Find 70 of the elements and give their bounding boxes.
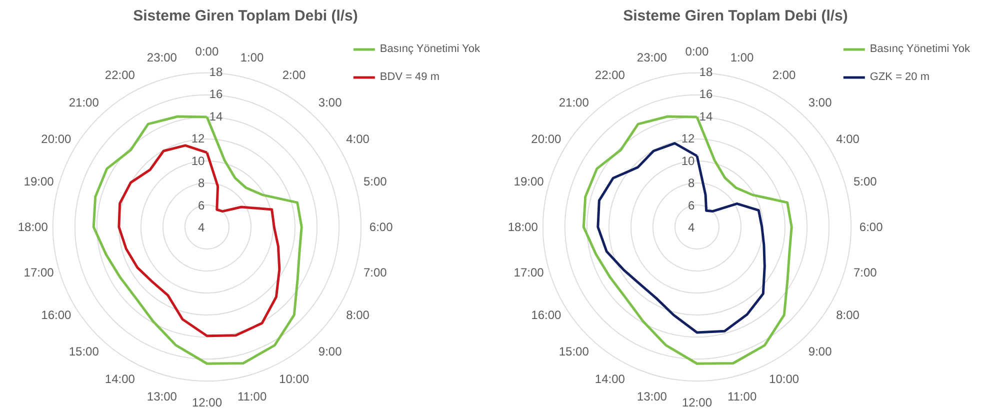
y-tick-label: 6 bbox=[198, 198, 205, 212]
y-tick-label: 14 bbox=[209, 109, 223, 124]
spoke-label: 12:00 bbox=[192, 396, 222, 410]
spoke-label: 6:00 bbox=[369, 220, 394, 234]
y-tick-label: 4 bbox=[688, 220, 695, 234]
chart-title: Sisteme Giren Toplam Debi (l/s) bbox=[133, 8, 358, 24]
spoke-label: 5:00 bbox=[363, 174, 388, 189]
spoke-label: 11:00 bbox=[727, 390, 757, 404]
spoke-label: 20:00 bbox=[41, 132, 72, 146]
spoke-label: 16:00 bbox=[41, 308, 72, 322]
y-tick-label: 16 bbox=[699, 87, 713, 102]
spoke-label: 9:00 bbox=[318, 344, 342, 358]
spoke-label: 9:00 bbox=[808, 344, 832, 358]
spoke-label: 3:00 bbox=[808, 96, 832, 110]
spoke-label: 4:00 bbox=[836, 132, 860, 146]
spoke-label: 0:00 bbox=[685, 44, 709, 58]
spoke-label: 8:00 bbox=[346, 308, 370, 322]
spoke-label: 11:00 bbox=[237, 390, 267, 404]
spoke-label: 19:00 bbox=[24, 174, 54, 189]
spoke-label: 0:00 bbox=[195, 44, 219, 58]
legend-label: Basınç Yönetimi Yok bbox=[380, 43, 480, 55]
y-tick-label: 10 bbox=[681, 154, 695, 168]
spoke-label: 1:00 bbox=[730, 50, 754, 64]
y-tick-label: 10 bbox=[191, 154, 205, 168]
spoke-label: 7:00 bbox=[363, 265, 388, 280]
spoke-label: 16:00 bbox=[531, 308, 562, 322]
spoke-label: 14:00 bbox=[594, 372, 626, 386]
y-tick-label: 16 bbox=[209, 87, 223, 102]
spoke-label: 6:00 bbox=[859, 220, 884, 234]
spoke-label: 15:00 bbox=[558, 344, 590, 358]
spoke-label: 5:00 bbox=[853, 174, 878, 189]
spoke-label: 7:00 bbox=[853, 265, 878, 280]
y-tick-label: 18 bbox=[699, 64, 713, 79]
y-tick-label: 12 bbox=[191, 132, 205, 146]
spoke-label: 18:00 bbox=[18, 220, 48, 234]
y-tick-label: 8 bbox=[688, 176, 695, 190]
legend-label: BDV = 49 m bbox=[380, 71, 440, 83]
y-tick-label: 18 bbox=[209, 64, 223, 79]
spoke-label: 23:00 bbox=[636, 50, 668, 64]
spoke-label: 19:00 bbox=[514, 174, 544, 189]
spoke-label: 2:00 bbox=[282, 68, 306, 82]
spoke-label: 18:00 bbox=[508, 220, 538, 234]
spoke-label: 8:00 bbox=[836, 308, 860, 322]
spoke-label: 13:00 bbox=[146, 390, 178, 404]
spoke-label: 10:00 bbox=[279, 372, 310, 386]
spoke-label: 3:00 bbox=[318, 96, 342, 110]
y-tick-label: 6 bbox=[688, 198, 695, 212]
spoke-label: 2:00 bbox=[772, 68, 796, 82]
y-tick-label: 14 bbox=[699, 109, 713, 124]
spoke-label: 13:00 bbox=[636, 390, 668, 404]
y-tick-label: 8 bbox=[198, 176, 205, 190]
spoke-label: 22:00 bbox=[594, 68, 626, 82]
legend-label: Basınç Yönetimi Yok bbox=[870, 43, 970, 55]
spoke-label: 20:00 bbox=[531, 132, 562, 146]
spoke-label: 12:00 bbox=[682, 396, 712, 410]
spoke-label: 23:00 bbox=[146, 50, 178, 64]
y-tick-label: 4 bbox=[198, 220, 205, 234]
legend-label: GZK = 20 m bbox=[870, 71, 930, 83]
spoke-label: 17:00 bbox=[24, 265, 54, 280]
spoke-label: 15:00 bbox=[68, 344, 100, 358]
y-tick-label: 12 bbox=[681, 132, 695, 146]
spoke-label: 21:00 bbox=[558, 96, 590, 110]
spoke-label: 17:00 bbox=[514, 265, 544, 280]
spoke-label: 10:00 bbox=[769, 372, 800, 386]
spoke-label: 14:00 bbox=[104, 372, 136, 386]
spoke-label: 22:00 bbox=[104, 68, 136, 82]
chart-title: Sisteme Giren Toplam Debi (l/s) bbox=[623, 8, 848, 24]
spoke-label: 21:00 bbox=[68, 96, 100, 110]
spoke-label: 1:00 bbox=[240, 50, 264, 64]
spoke-label: 4:00 bbox=[346, 132, 370, 146]
